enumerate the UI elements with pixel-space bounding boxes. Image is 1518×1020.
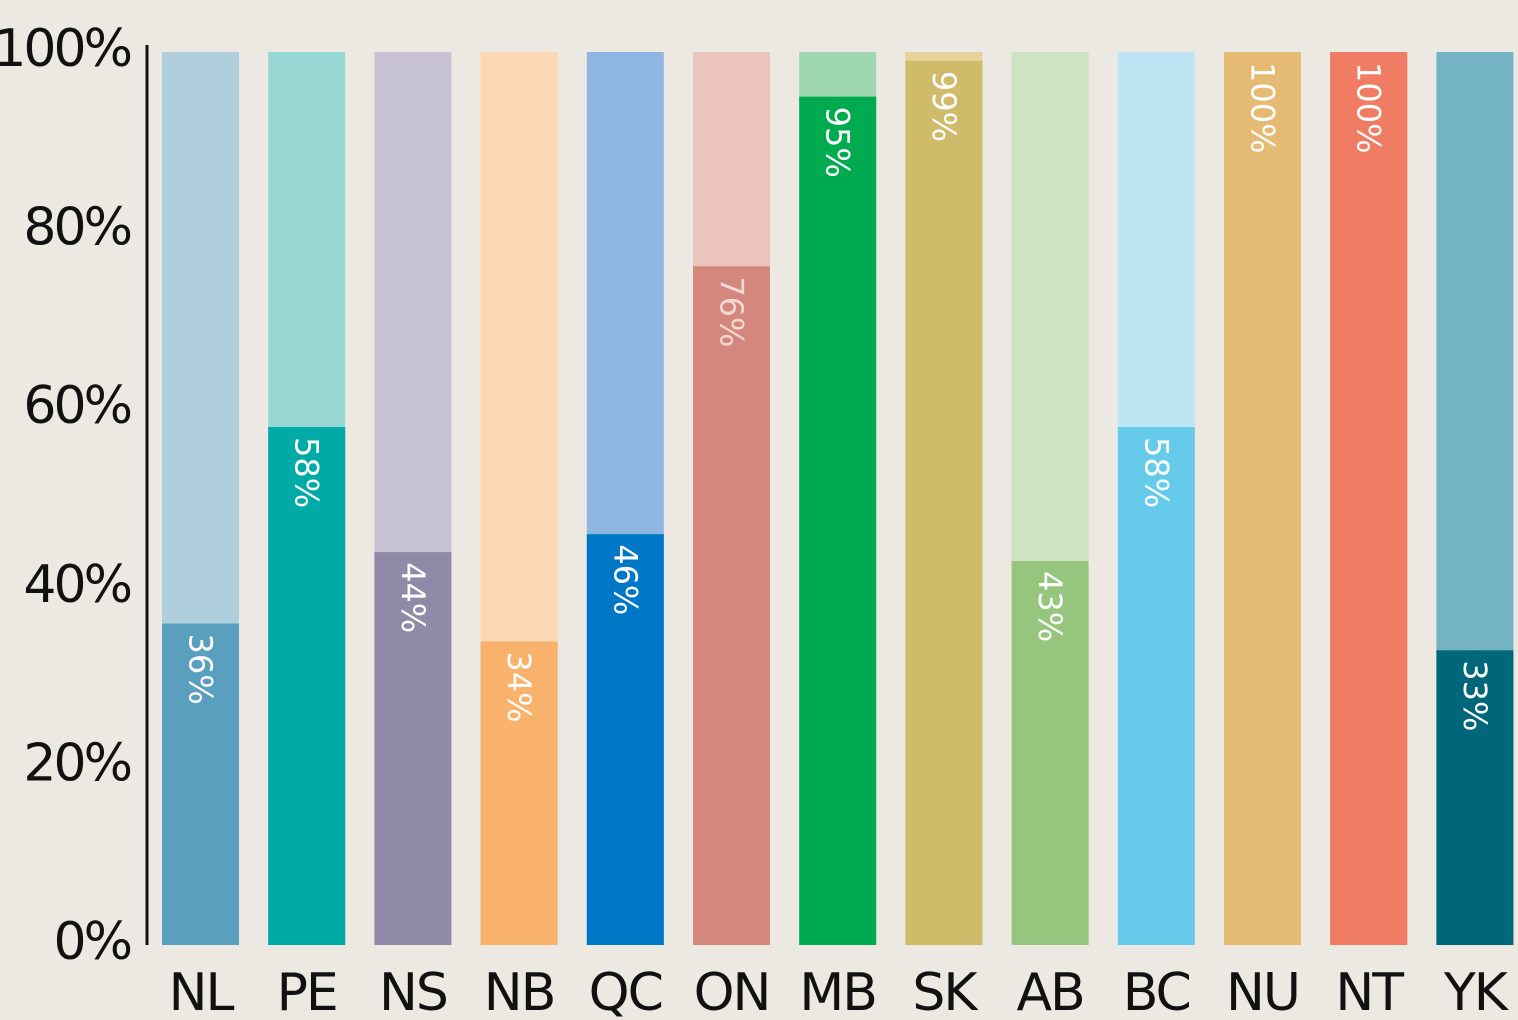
bar-pe [268,427,346,945]
y-axis-ticks: 0% 20% 40% 60% 80% 100% [0,19,134,972]
bar-qc [586,534,664,945]
x-axis-ticks: NL PE NS NB QC ON MB SK AB BC NU NT YK [169,963,1512,1020]
bar-nt [1330,52,1408,945]
x-tick-nl: NL [169,963,235,1020]
bars [162,52,1514,946]
bar-bc [1117,427,1195,945]
data-label-on: 76% [713,276,751,347]
bar-nl [162,623,239,945]
x-tick-ns: NS [379,963,447,1020]
bar-ns [374,552,452,945]
data-label-yk: 33% [1456,660,1494,731]
y-tick-20: 20% [23,733,130,793]
x-tick-sk: SK [912,963,979,1020]
y-tick-40: 40% [23,555,130,615]
data-label-nu: 100% [1244,62,1282,153]
x-tick-nb: NB [484,963,555,1020]
bar-nu [1224,52,1301,945]
y-tick-0: 0% [54,912,131,972]
x-tick-yk: YK [1443,963,1510,1020]
data-label-pe: 58% [288,437,326,508]
bar-mb [799,96,877,945]
data-label-mb: 95% [819,107,857,178]
x-tick-bc: BC [1123,963,1190,1020]
data-label-bc: 58% [1137,437,1175,508]
bar-yk [1436,650,1514,945]
y-tick-80: 80% [23,198,130,258]
data-labels: 36% 58% 44% 34% 46% 76% 95% 99% 43% 58% 100% 100% 33… [182,62,1494,731]
data-label-ab: 43% [1031,571,1069,642]
data-label-nl: 36% [182,634,220,705]
x-tick-pe: PE [277,963,337,1020]
x-tick-nu: NU [1226,963,1299,1020]
bar-nb [480,641,558,945]
x-tick-on: ON [694,963,770,1020]
bar-sk [905,60,983,946]
x-tick-mb: MB [799,963,876,1020]
x-tick-qc: QC [589,963,662,1020]
x-tick-nt: NT [1335,963,1404,1020]
data-label-nt: 100% [1350,62,1388,153]
bar-ab [1011,561,1089,945]
data-label-sk: 99% [925,71,963,142]
data-label-nb: 34% [500,651,538,722]
y-tick-100: 100% [0,19,131,79]
x-tick-ab: AB [1016,963,1083,1020]
data-label-ns: 44% [394,562,432,633]
y-tick-60: 60% [23,376,130,436]
bar-on [693,266,770,945]
data-label-qc: 46% [606,544,644,615]
